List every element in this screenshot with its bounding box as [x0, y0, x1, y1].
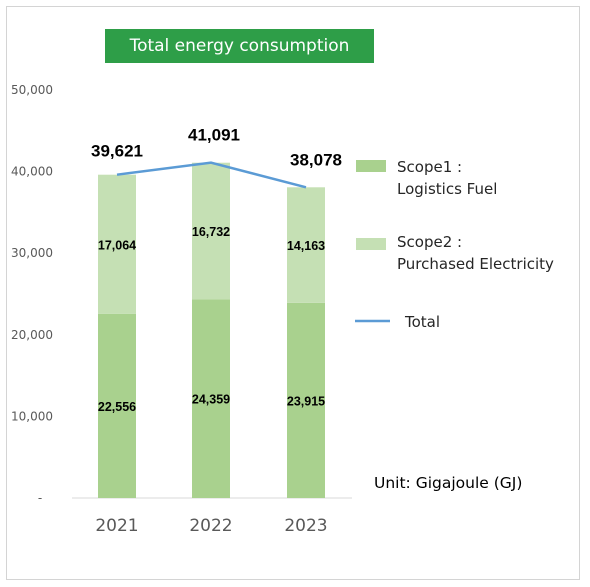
bar-scope1: [287, 302, 325, 498]
total-value-label: 39,621: [91, 142, 143, 161]
x-tick-label: 2023: [284, 516, 327, 536]
data-label-scope2: 17,064: [98, 238, 136, 252]
legend-label-scope1: Scope1 : Logistics Fuel: [397, 158, 498, 198]
data-label-scope1: 23,915: [287, 394, 325, 408]
total-value-label: 41,091: [188, 126, 240, 145]
legend-label-total: Total: [405, 313, 441, 331]
legend-swatch-scope2: [356, 238, 386, 250]
data-label-scope2: 14,163: [287, 239, 325, 253]
data-label-scope2: 16,732: [192, 225, 230, 239]
unit-annotation: Unit: Gigajoule (GJ): [374, 474, 523, 492]
total-value-label: 38,078: [290, 150, 342, 169]
y-tick-label: 20,000: [11, 328, 53, 342]
bar-scope1: [98, 313, 136, 498]
y-tick-label: -: [38, 491, 42, 505]
bar-scope2: [192, 162, 230, 300]
x-tick-label: 2022: [189, 516, 232, 536]
bar-scope2: [98, 174, 136, 314]
bar-scope2: [287, 187, 325, 303]
chart-title: Total energy consumption: [105, 29, 374, 63]
legend-label-scope2: Scope2 : Purchased Electricity: [397, 233, 554, 273]
x-tick-label: 2021: [95, 516, 138, 536]
total-line: [116, 161, 307, 189]
y-tick-label: 10,000: [11, 409, 53, 423]
y-tick-label: 30,000: [11, 246, 53, 260]
legend-swatch-scope1: [356, 160, 386, 172]
bar-scope1: [192, 299, 230, 498]
y-tick-label: 50,000: [11, 83, 53, 97]
data-label-scope1: 22,556: [98, 400, 136, 414]
data-label-scope1: 24,359: [192, 393, 230, 407]
y-tick-label: 40,000: [11, 165, 53, 179]
